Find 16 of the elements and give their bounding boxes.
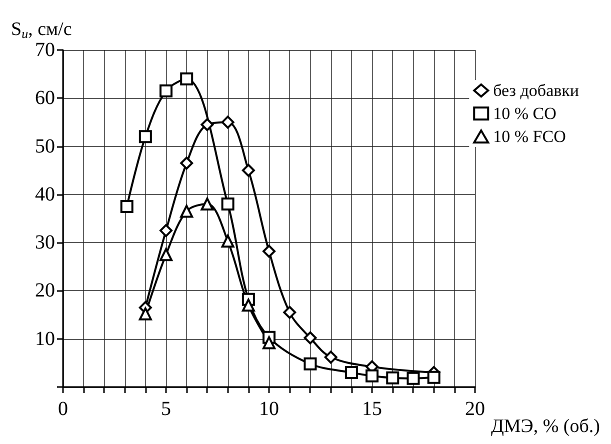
- legend-label: 10 % CO: [493, 104, 556, 123]
- x-tick-label: 0: [58, 398, 68, 420]
- y-tick-label: 30: [35, 232, 55, 254]
- y-tick-label: 70: [35, 39, 55, 61]
- x-tick-label: 15: [362, 398, 382, 420]
- y-tick-label: 40: [35, 183, 55, 206]
- legend-label: 10 % FCO: [493, 127, 566, 146]
- y-tick-label: 10: [35, 328, 55, 350]
- x-tick-label: 20: [465, 398, 486, 420]
- x-tick-label: 10: [259, 398, 280, 420]
- x-tick-label: 5: [161, 398, 172, 420]
- x-axis-title: ДМЭ, % (об.): [490, 416, 600, 437]
- y-tick-label: 60: [35, 87, 55, 110]
- legend-label: без добавки: [493, 81, 580, 100]
- y-tick-label: 50: [35, 135, 55, 158]
- y-tick-label: 20: [35, 280, 55, 302]
